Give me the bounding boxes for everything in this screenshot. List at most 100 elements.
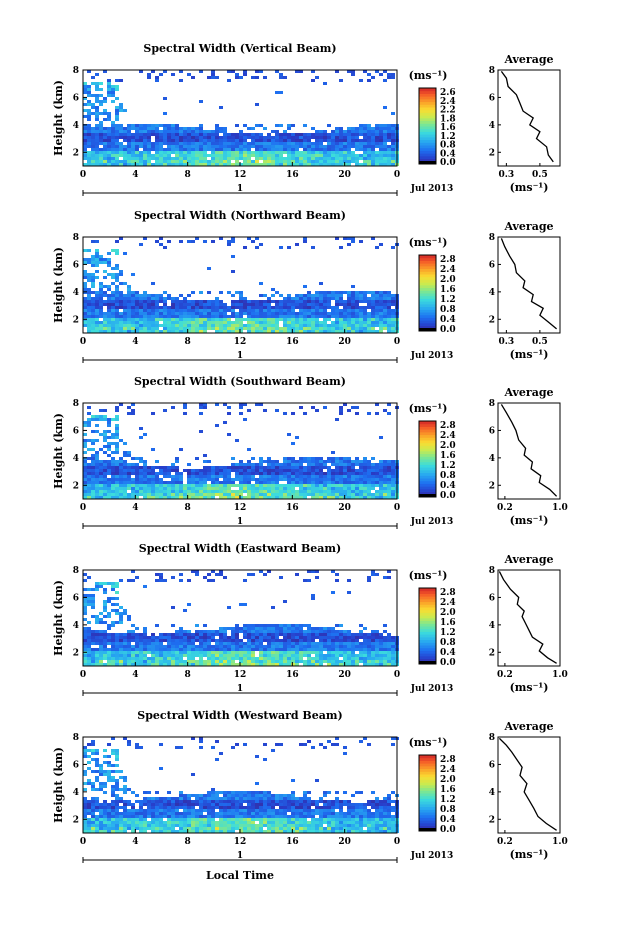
cell [291,303,295,306]
panel-title: Spectral Width (Vertical Beam) [143,42,336,55]
cell [267,654,271,657]
cell [111,282,115,285]
cell [83,660,87,663]
cell [323,327,327,330]
cell [87,145,91,148]
cell [347,145,351,148]
cell [327,157,331,160]
cell [219,481,223,484]
cell [203,493,207,496]
cell [111,124,115,127]
cell [303,124,307,127]
cell [347,639,351,642]
cell [343,154,347,157]
cell [83,130,87,133]
cell [311,460,315,463]
cell [287,648,291,651]
cell [167,309,171,312]
cell [183,321,187,324]
cell [331,136,335,139]
cell [179,642,183,645]
cell [355,642,359,645]
cell [211,496,215,499]
cell [387,133,391,136]
cell [91,148,95,151]
cell [199,475,203,478]
cell [131,315,135,318]
cell [95,457,99,460]
cell [115,752,119,755]
cell [347,291,351,294]
cell [111,418,115,421]
cell [379,642,383,645]
cell [235,303,239,306]
cell [167,633,171,636]
average-profile-line [500,404,558,497]
cell [83,803,87,806]
cell [83,424,87,427]
cell [115,151,119,154]
cell [147,312,151,315]
cell [139,427,143,430]
cell [155,297,159,300]
cell [279,496,283,499]
cell [167,657,171,660]
cell [299,163,303,166]
cell [303,327,307,330]
cell [335,466,339,469]
cell [87,261,91,264]
cell [103,800,107,803]
cell [87,636,91,639]
cell [207,496,211,499]
cell [387,163,391,166]
cell [267,466,271,469]
cell [335,633,339,636]
cell [103,615,107,618]
cell [235,463,239,466]
cell [355,475,359,478]
cell [91,749,95,752]
cell [291,321,295,324]
cell [343,309,347,312]
cell [111,794,115,797]
cell [235,142,239,145]
cell [171,139,175,142]
cell [239,478,243,481]
cell [223,493,227,496]
cell [195,472,199,475]
cell [319,642,323,645]
cell [287,487,291,490]
cell [283,469,287,472]
cell [99,321,103,324]
cell [127,130,131,133]
cell [279,576,283,579]
cell [111,791,115,794]
cell [143,294,147,297]
cell [375,145,379,148]
cell [219,573,223,576]
cell [359,475,363,478]
cell [371,163,375,166]
cell [99,806,103,809]
cell [131,163,135,166]
cell [183,648,187,651]
cell [87,85,91,88]
cell [211,469,215,472]
cell [127,303,131,306]
cell [351,490,355,493]
cell [267,633,271,636]
cell [343,130,347,133]
cell [203,142,207,145]
cell [139,124,143,127]
cell [315,318,319,321]
cell [359,318,363,321]
cell [339,642,343,645]
cell [91,139,95,142]
colorbar-tick-label: 2.4 [440,598,456,608]
cell [87,767,91,770]
cell [87,321,91,324]
cell [103,418,107,421]
cell [275,300,279,303]
cell [371,324,375,327]
cell [367,297,371,300]
